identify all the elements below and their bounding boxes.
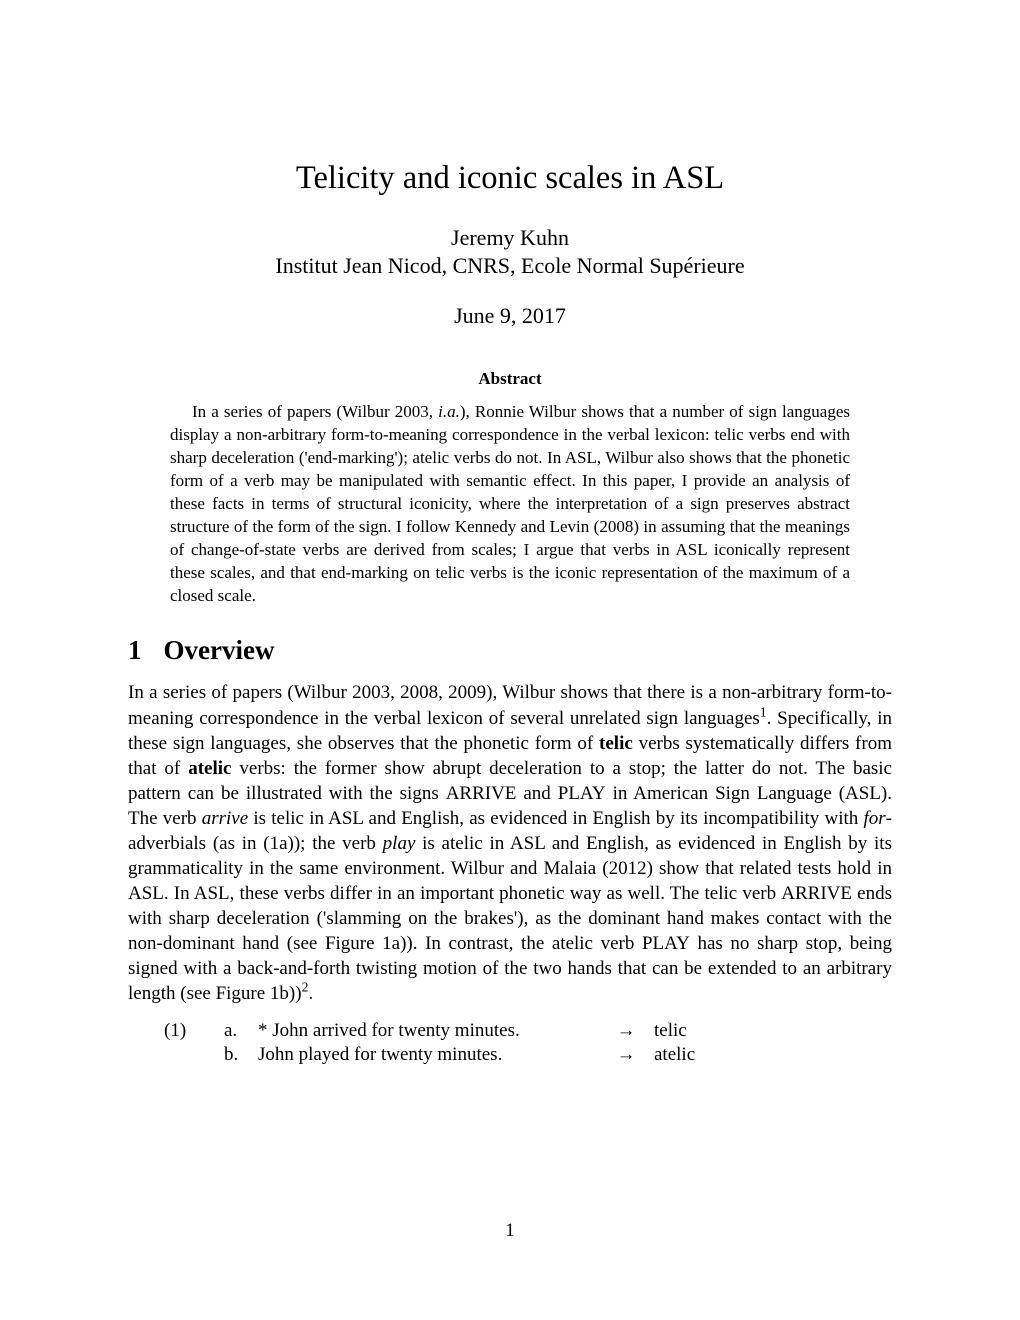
paper-title: Telicity and iconic scales in ASL: [128, 160, 892, 197]
example-result: telic: [654, 1020, 734, 1042]
paper-page: Telicity and iconic scales in ASL Jeremy…: [0, 0, 1020, 1320]
example-label: a.: [224, 1020, 258, 1042]
section-heading-overview: 1 Overview: [128, 635, 892, 666]
author-name: Jeremy Kuhn: [128, 225, 892, 251]
example-text: * John arrived for twenty minutes.: [258, 1020, 598, 1042]
example-row: b. John played for twenty minutes. → ate…: [128, 1044, 892, 1066]
page-number: 1: [0, 1220, 1020, 1242]
section-title: Overview: [164, 635, 275, 665]
arrow-icon: →: [598, 1044, 654, 1066]
example-row: (1) a. * John arrived for twenty minutes…: [128, 1020, 892, 1042]
abstract-body: In a series of papers (Wilbur 2003, i.a.…: [170, 401, 850, 607]
paper-date: June 9, 2017: [128, 303, 892, 329]
example-result: atelic: [654, 1044, 734, 1066]
overview-paragraph: In a series of papers (Wilbur 2003, 2008…: [128, 680, 892, 1006]
example-label: b.: [224, 1044, 258, 1066]
example-text: John played for twenty minutes.: [258, 1044, 598, 1066]
abstract-heading: Abstract: [128, 369, 892, 389]
linguistic-examples: (1) a. * John arrived for twenty minutes…: [128, 1020, 892, 1066]
arrow-icon: →: [598, 1020, 654, 1042]
example-number: (1): [128, 1020, 224, 1042]
author-affiliation: Institut Jean Nicod, CNRS, Ecole Normal …: [128, 253, 892, 279]
section-number: 1: [128, 635, 142, 666]
